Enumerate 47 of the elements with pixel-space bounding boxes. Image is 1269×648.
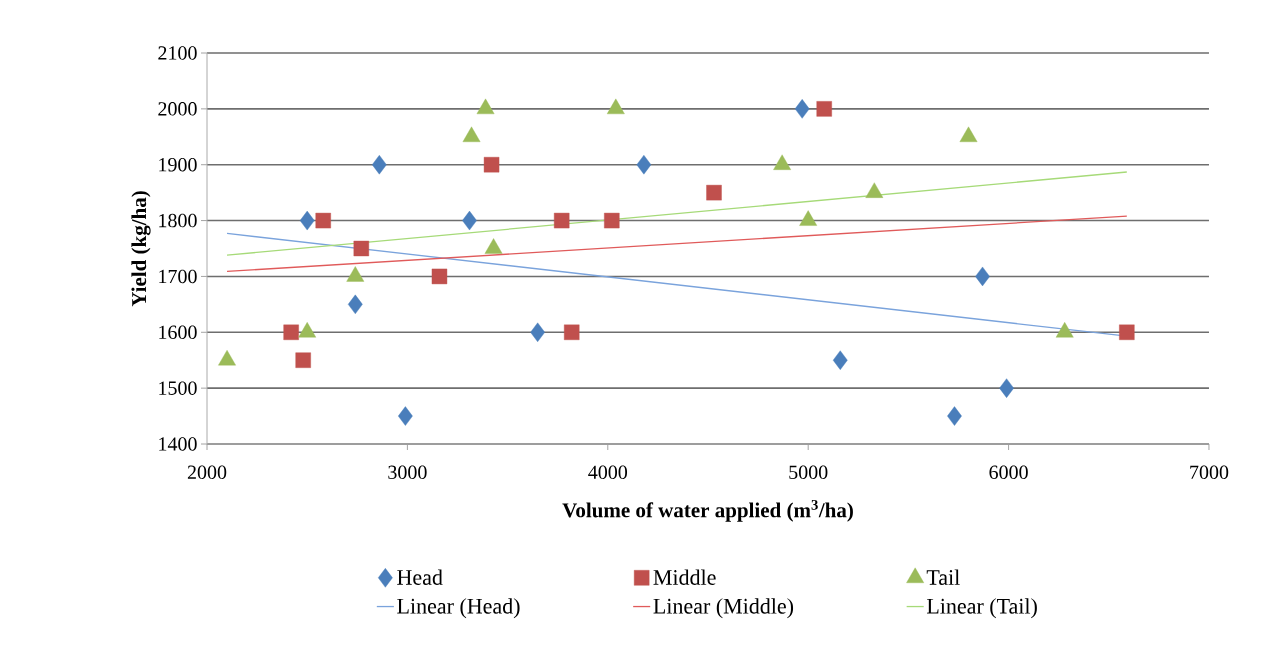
- y-tick-label: 1900: [159, 157, 197, 172]
- point: [604, 212, 620, 229]
- point: [299, 210, 315, 231]
- legend-label: Linear (Middle): [653, 598, 794, 619]
- point: [283, 324, 299, 340]
- point: [706, 184, 722, 201]
- x-tick-label: 4000: [588, 465, 628, 480]
- y-tick-label: 1700: [159, 269, 197, 284]
- point: [398, 406, 413, 426]
- point: [794, 99, 810, 119]
- point: [554, 212, 570, 229]
- y-tick-label: 1500: [159, 381, 197, 395]
- legend-label: Head: [397, 569, 443, 585]
- point: [530, 322, 545, 342]
- point: [816, 101, 832, 117]
- x-tick-label: 5000: [789, 465, 828, 480]
- x-tick-label: 3000: [388, 465, 427, 480]
- point: [295, 352, 311, 368]
- point: [947, 406, 962, 426]
- point: [1119, 324, 1135, 340]
- point: [975, 266, 990, 287]
- y-tick-label: 1600: [159, 325, 197, 340]
- legend-label: Linear (Tail): [926, 598, 1037, 619]
- point: [832, 350, 848, 370]
- y-axis-title: Yield (kg/ha): [131, 191, 151, 307]
- legend-label: Linear (Head): [397, 598, 520, 619]
- point: [462, 210, 477, 231]
- point: [315, 212, 331, 229]
- x-tick-label: 2000: [187, 465, 227, 480]
- y-tick-label: 2000: [158, 102, 197, 116]
- point: [347, 294, 363, 315]
- point: [218, 350, 236, 366]
- x-tick-label: 6000: [989, 465, 1028, 480]
- y-tick-label: 1800: [159, 213, 197, 228]
- legend-label: Tail: [926, 569, 960, 585]
- point: [999, 378, 1014, 398]
- x-tick-label: 7000: [1190, 465, 1229, 480]
- point: [483, 157, 500, 173]
- y-tick-label: 1400: [159, 437, 197, 451]
- y-tick-label: 2100: [158, 46, 197, 60]
- legend-label: Middle: [653, 569, 716, 585]
- point: [636, 155, 652, 175]
- point: [431, 268, 448, 285]
- point: [564, 324, 580, 340]
- point: [372, 155, 387, 175]
- point: [353, 240, 370, 257]
- x-axis-title: Volume of water applied (m$^{3}$/ha): [562, 499, 853, 522]
